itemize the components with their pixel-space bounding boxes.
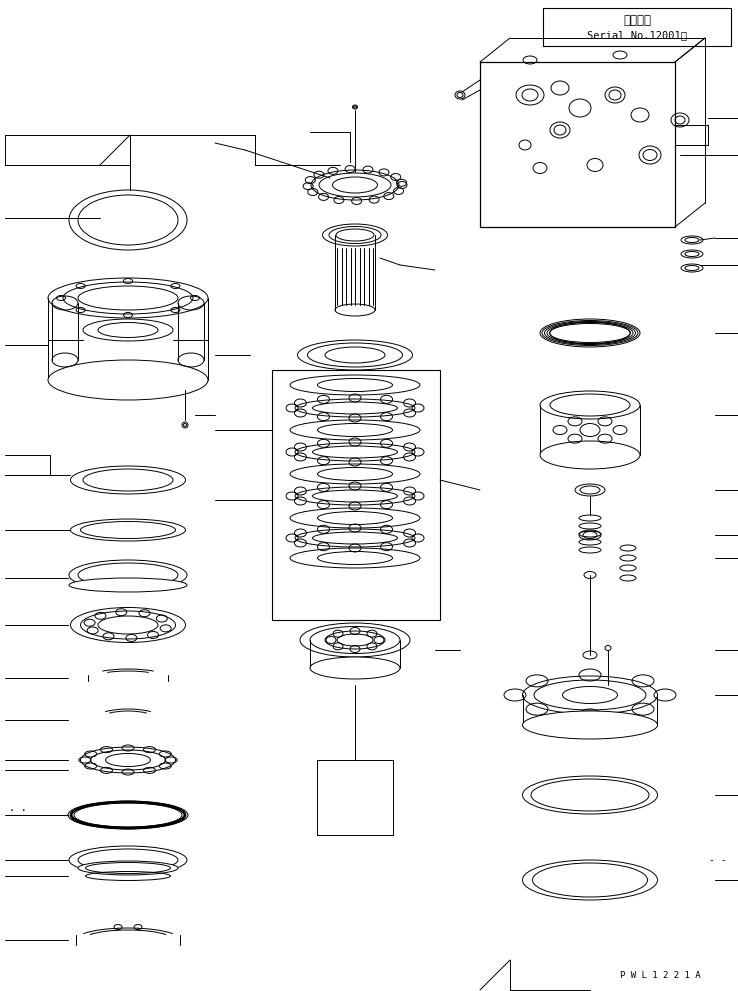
Ellipse shape [523, 711, 658, 739]
Ellipse shape [310, 657, 400, 679]
Ellipse shape [83, 319, 173, 341]
Text: Serial No.12001～: Serial No.12001～ [587, 30, 687, 40]
Bar [543, 8, 731, 46]
Ellipse shape [69, 578, 187, 592]
Ellipse shape [78, 861, 178, 875]
Bar [480, 62, 675, 227]
Ellipse shape [48, 360, 208, 400]
Text: 適用号機: 適用号機 [623, 15, 651, 28]
Bar [272, 370, 440, 620]
Ellipse shape [540, 441, 640, 469]
Text: . .: . . [9, 803, 27, 813]
Text: - -: - - [709, 855, 727, 865]
Text: P W L 1 2 2 1 A: P W L 1 2 2 1 A [620, 970, 700, 979]
